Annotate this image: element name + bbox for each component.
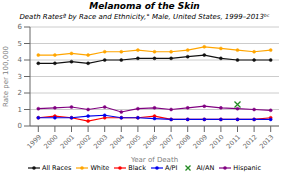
svg-text:2006: 2006 bbox=[142, 133, 159, 150]
html-text:A/PI: A/PI bbox=[164, 164, 178, 172]
svg-text:2010: 2010 bbox=[208, 133, 225, 150]
svg-text:6: 6 bbox=[18, 23, 23, 31]
svg-text:2002: 2002 bbox=[75, 133, 92, 150]
svg-text:4: 4 bbox=[18, 56, 23, 64]
svg-text:2000: 2000 bbox=[42, 133, 59, 150]
svg-text:2007: 2007 bbox=[158, 133, 175, 150]
svg-text:2012: 2012 bbox=[241, 133, 258, 150]
svg-text:2009: 2009 bbox=[192, 133, 209, 150]
svg-text:2005: 2005 bbox=[125, 133, 142, 150]
svg-text:1999: 1999 bbox=[26, 133, 43, 150]
svg-text:0: 0 bbox=[18, 122, 22, 130]
svg-text:5: 5 bbox=[18, 40, 22, 48]
svg-text:2011: 2011 bbox=[225, 133, 242, 150]
html-text:Hispanic: Hispanic bbox=[233, 164, 261, 172]
svg-text:2008: 2008 bbox=[175, 133, 192, 150]
svg-text:2003: 2003 bbox=[92, 133, 109, 150]
html-text:AI/AN: AI/AN bbox=[196, 164, 215, 172]
svg-text:2013: 2013 bbox=[258, 133, 275, 150]
svg-text:2001: 2001 bbox=[59, 133, 76, 150]
html-text:Black: Black bbox=[128, 164, 146, 172]
svg-text:Rate per 100,000: Rate per 100,000 bbox=[8, 46, 10, 107]
svg-text:2: 2 bbox=[18, 89, 22, 97]
html-text:All Races: All Races bbox=[42, 164, 72, 172]
svg-text:2004: 2004 bbox=[109, 133, 126, 150]
svg-text:3: 3 bbox=[18, 73, 22, 81]
html-text:Death Ratesª by Race and Ethni: Death Ratesª by Race and Ethnicity,° Mal… bbox=[19, 13, 270, 21]
svg-text:1: 1 bbox=[18, 106, 22, 114]
svg-text:Year of Death: Year of Death bbox=[130, 156, 178, 162]
html-text:Melanoma of the Skin: Melanoma of the Skin bbox=[89, 1, 200, 11]
html-text:White: White bbox=[90, 164, 110, 172]
